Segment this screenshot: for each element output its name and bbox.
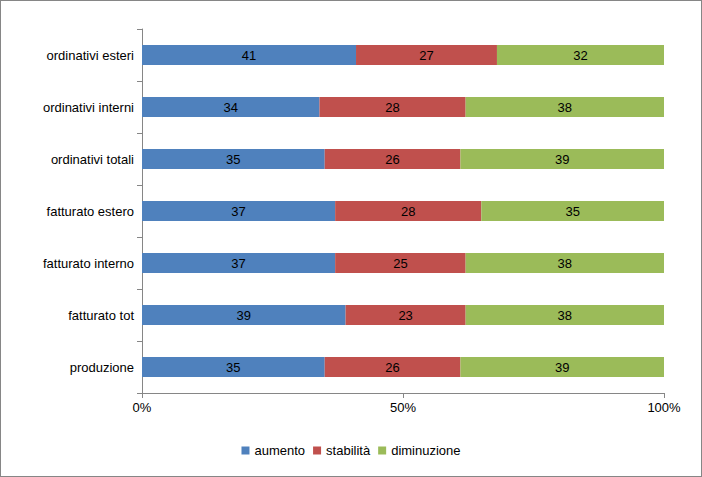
svg-text:28: 28 bbox=[385, 100, 399, 115]
svg-text:39: 39 bbox=[555, 360, 569, 375]
svg-text:38: 38 bbox=[558, 100, 572, 115]
svg-text:41: 41 bbox=[242, 48, 256, 63]
svg-text:ordinativi interni: ordinativi interni bbox=[43, 100, 134, 115]
svg-text:37: 37 bbox=[231, 204, 245, 219]
svg-text:100%: 100% bbox=[647, 400, 681, 415]
svg-text:35: 35 bbox=[226, 152, 240, 167]
svg-text:38: 38 bbox=[558, 308, 572, 323]
svg-text:26: 26 bbox=[385, 152, 399, 167]
svg-text:34: 34 bbox=[224, 100, 238, 115]
svg-text:50%: 50% bbox=[390, 400, 416, 415]
svg-text:37: 37 bbox=[231, 256, 245, 271]
svg-text:ordinativi esteri: ordinativi esteri bbox=[47, 48, 135, 63]
svg-text:32: 32 bbox=[573, 48, 587, 63]
svg-text:produzione: produzione bbox=[70, 360, 134, 375]
svg-text:23: 23 bbox=[398, 308, 412, 323]
svg-text:26: 26 bbox=[385, 360, 399, 375]
svg-text:25: 25 bbox=[393, 256, 407, 271]
svg-text:diminuzione: diminuzione bbox=[391, 443, 460, 458]
svg-text:stabilità: stabilità bbox=[326, 443, 371, 458]
svg-text:27: 27 bbox=[419, 48, 433, 63]
svg-text:35: 35 bbox=[565, 204, 579, 219]
svg-text:39: 39 bbox=[237, 308, 251, 323]
svg-text:35: 35 bbox=[226, 360, 240, 375]
svg-text:28: 28 bbox=[401, 204, 415, 219]
svg-text:39: 39 bbox=[555, 152, 569, 167]
svg-text:ordinativi totali: ordinativi totali bbox=[51, 152, 134, 167]
svg-text:fatturato estero: fatturato estero bbox=[47, 204, 134, 219]
svg-text:0%: 0% bbox=[133, 400, 152, 415]
svg-text:38: 38 bbox=[558, 256, 572, 271]
svg-text:fatturato tot: fatturato tot bbox=[68, 308, 134, 323]
svg-text:aumento: aumento bbox=[254, 443, 305, 458]
svg-text:fatturato interno: fatturato interno bbox=[43, 256, 134, 271]
